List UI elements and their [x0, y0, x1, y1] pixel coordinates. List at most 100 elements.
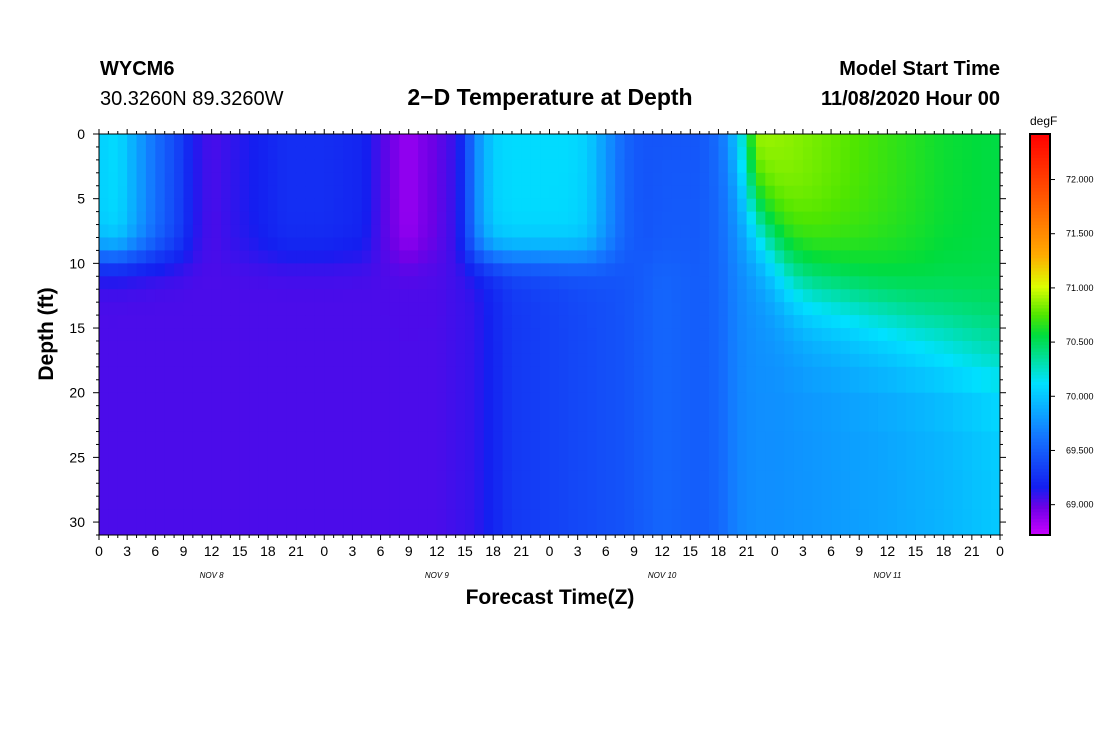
heatmap-cell [230, 185, 241, 200]
heatmap-cell [915, 392, 926, 433]
heatmap-cell [399, 353, 410, 368]
heatmap-cell [859, 198, 870, 213]
heatmap-cell [831, 159, 842, 174]
heatmap-cell [117, 263, 128, 277]
heatmap-cell [249, 250, 260, 264]
heatmap-cell [99, 328, 109, 342]
heatmap-cell [699, 185, 710, 200]
heatmap-cell [727, 172, 738, 187]
heatmap-cell [624, 159, 635, 174]
heatmap-cell [305, 250, 316, 264]
heatmap-cell [465, 470, 476, 510]
heatmap-cell [380, 146, 391, 161]
colorbar-segment [1030, 247, 1050, 252]
heatmap-cell [812, 185, 823, 200]
heatmap-cell [680, 302, 691, 316]
heatmap-cell [521, 224, 532, 239]
heatmap-cell [230, 263, 241, 277]
heatmap-cell [690, 263, 701, 277]
heatmap-cell [896, 289, 907, 303]
heatmap-cell [174, 250, 185, 264]
heatmap-cell [530, 250, 541, 264]
heatmap-cell [859, 263, 870, 277]
heatmap-cell [343, 392, 354, 433]
heatmap-cell [127, 328, 138, 342]
heatmap-cell [793, 328, 804, 342]
heatmap-cell [108, 353, 119, 368]
heatmap-cell [887, 134, 898, 148]
heatmap-cell [99, 392, 109, 433]
heatmap-cell [953, 302, 964, 316]
heatmap-cell [887, 172, 898, 187]
heatmap-cell [277, 224, 288, 239]
heatmap-cell [840, 237, 851, 252]
heatmap-cell [709, 302, 720, 316]
heatmap-cell [174, 172, 185, 187]
heatmap-cell [737, 340, 748, 355]
heatmap-cell [990, 159, 1000, 174]
heatmap-cell [953, 211, 964, 226]
heatmap-cell [286, 237, 297, 252]
colorbar-segment [1030, 454, 1050, 459]
heatmap-cell [859, 146, 870, 161]
heatmap-cell [690, 185, 701, 200]
heatmap-cell [831, 185, 842, 200]
heatmap-cell [934, 470, 945, 510]
heatmap-cell [183, 366, 194, 394]
heatmap-cell [314, 470, 325, 510]
heatmap-cell [540, 289, 551, 303]
heatmap-cell [831, 237, 842, 252]
heatmap-cell [174, 224, 185, 239]
heatmap-cell [389, 509, 400, 535]
heatmap-cell [793, 134, 804, 148]
heatmap-cell [418, 263, 429, 277]
heatmap-cell [774, 263, 785, 277]
heatmap-cell [906, 250, 917, 264]
heatmap-cell [530, 172, 541, 187]
heatmap-cell [380, 289, 391, 303]
colorbar-frame [1029, 133, 1051, 536]
heatmap-cell [155, 431, 166, 471]
heatmap-cell [540, 159, 551, 174]
heatmap-cell [155, 353, 166, 368]
heatmap-cell [408, 250, 419, 264]
heatmap-cell [624, 366, 635, 394]
heatmap-cell [371, 185, 382, 200]
heatmap-cell [849, 276, 860, 290]
heatmap-cell [267, 263, 278, 277]
heatmap-cell [474, 198, 485, 213]
heatmap-cell [230, 302, 241, 316]
heatmap-cell [277, 431, 288, 471]
heatmap-cell [352, 185, 363, 200]
heatmap-cell [521, 366, 532, 394]
heatmap-cell [943, 366, 954, 394]
heatmap-cell [558, 146, 569, 161]
heatmap-cell [493, 340, 504, 355]
heatmap-cell [755, 263, 766, 277]
heatmap-cell [230, 198, 241, 213]
heatmap-cell [164, 289, 175, 303]
heatmap-cell [108, 509, 119, 535]
heatmap-cell [587, 198, 598, 213]
heatmap-cell [755, 276, 766, 290]
heatmap-cell [943, 237, 954, 252]
heatmap-cell [859, 328, 870, 342]
heatmap-cell [821, 224, 832, 239]
heatmap-cell [812, 211, 823, 226]
heatmap-cell [680, 263, 691, 277]
heatmap-cell [690, 198, 701, 213]
heatmap-cell [821, 431, 832, 471]
heatmap-cell [99, 366, 109, 394]
heatmap-cell [352, 146, 363, 161]
heatmap-cell [408, 302, 419, 316]
heatmap-cell [971, 289, 982, 303]
heatmap-cell [277, 366, 288, 394]
heatmap-cell [821, 289, 832, 303]
heatmap-cell [380, 328, 391, 342]
heatmap-cell [521, 237, 532, 252]
heatmap-cell [709, 289, 720, 303]
heatmap-cell [596, 237, 607, 252]
heatmap-cell [117, 470, 128, 510]
heatmap-cell [474, 431, 485, 471]
heatmap-cell [389, 289, 400, 303]
